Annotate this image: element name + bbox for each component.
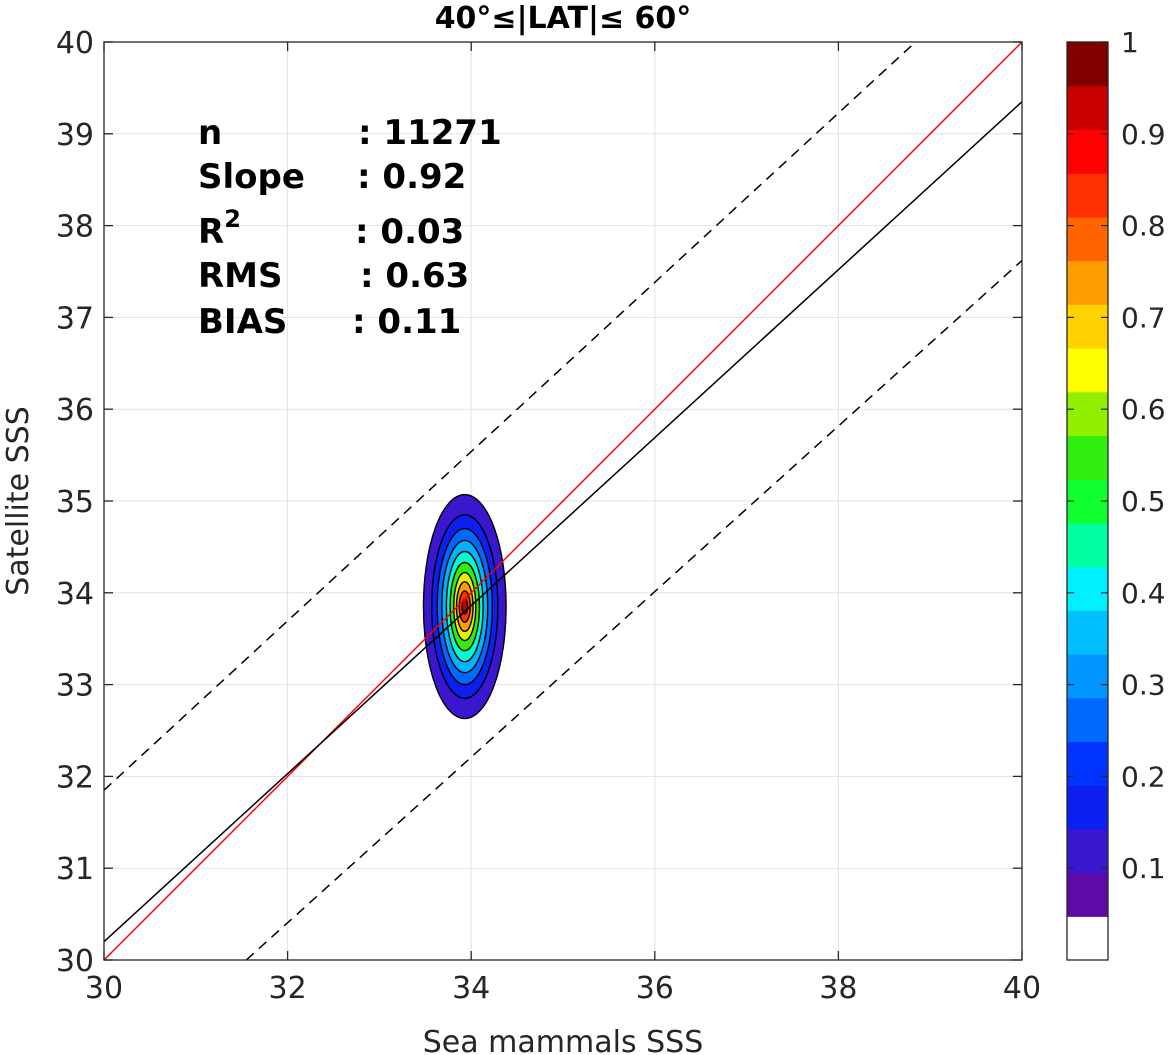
stat-slope-label: Slope: [198, 157, 305, 197]
colorbar: 0.1 0.2 0.3 0.4 0.5 0.6 0.7 0.8 0.9 1: [1066, 26, 1166, 961]
y-axis-label: Satellite SSS: [1, 406, 36, 596]
y-tick-label-1: 31: [56, 852, 94, 887]
colorbar-band-0: [1067, 916, 1108, 961]
x-tick-label-0: 30: [85, 971, 123, 1006]
colorbar-label-3: 0.4: [1121, 577, 1166, 610]
colorbar-band-19: [1067, 85, 1108, 131]
colorbar-band-11: [1067, 435, 1108, 480]
colorbar-tick-labels: 0.1 0.2 0.3 0.4 0.5 0.6 0.7 0.8 0.9 1: [1121, 26, 1166, 885]
colorbar-band-1: [1067, 872, 1108, 917]
x-tick-label-1: 32: [269, 971, 307, 1006]
colorbar-label-2: 0.3: [1121, 669, 1166, 702]
stat-bias-value: : 0.11: [352, 302, 461, 342]
colorbar-band-2: [1067, 828, 1108, 874]
y-tick-label-6: 36: [56, 393, 94, 428]
x-tick-label-4: 38: [819, 971, 857, 1006]
y-tick-label-3: 33: [56, 669, 94, 704]
stats-annotation: n : 11271 Slope : 0.92 R2 : 0.03 RMS : 0…: [198, 113, 502, 342]
y-tick-label-2: 32: [56, 760, 94, 795]
y-tick-label-8: 38: [56, 210, 94, 245]
line-regression: [103, 101, 1023, 943]
colorbar-ticks: [1067, 41, 1108, 869]
plot-area: [103, 41, 1023, 961]
x-tick-label-5: 40: [1003, 971, 1041, 1006]
colorbar-band-20: [1067, 42, 1108, 87]
stat-slope-value: : 0.92: [357, 157, 466, 197]
stat-bias-label: BIAS: [198, 302, 287, 342]
x-tick-label-3: 36: [636, 971, 674, 1006]
colorbar-label-8: 0.9: [1121, 118, 1166, 151]
colorbar-label-7: 0.8: [1121, 210, 1166, 243]
stat-n-label: n: [198, 113, 222, 153]
colorbar-band-16: [1067, 216, 1108, 262]
colorbar-band-3: [1067, 785, 1108, 830]
stat-r2-base: R: [198, 212, 224, 252]
chart-title: 40°≤|LAT|≤ 60°: [435, 1, 692, 36]
colorbar-band-9: [1067, 522, 1108, 568]
colorbar-band-6: [1067, 654, 1108, 699]
stat-n-value: : 11271: [358, 113, 502, 153]
colorbar-band-13: [1067, 348, 1108, 393]
x-axis-label: Sea mammals SSS: [423, 1025, 704, 1055]
y-tick-label-0: 30: [56, 944, 94, 979]
y-tick-label-5: 35: [56, 485, 94, 520]
colorbar-band-5: [1067, 697, 1108, 743]
colorbar-band-18: [1067, 129, 1108, 174]
y-tick-label-4: 34: [56, 577, 94, 612]
colorbar-label-5: 0.6: [1121, 393, 1166, 426]
stat-rms-value: : 0.63: [360, 256, 469, 296]
stat-r2-sup: 2: [224, 205, 241, 233]
stat-r2-value: : 0.03: [355, 212, 464, 252]
x-tick-label-2: 34: [452, 971, 490, 1006]
density-contours: [422, 493, 507, 720]
y-tick-label-10: 40: [56, 26, 94, 61]
reference-lines: [103, 41, 1023, 961]
colorbar-band-17: [1067, 173, 1108, 218]
line-upper-bound: [103, 41, 917, 791]
colorbar-band-8: [1067, 566, 1108, 611]
stat-r2-label: R2: [198, 205, 241, 252]
colorbar-label-0: 0.1: [1121, 852, 1166, 885]
colorbar-band-14: [1067, 304, 1108, 349]
line-one-to-one: [103, 41, 1023, 961]
colorbar-band-15: [1067, 260, 1108, 305]
colorbar-band-4: [1067, 741, 1108, 786]
colorbar-band-12: [1067, 391, 1108, 437]
stat-rms-label: RMS: [198, 256, 283, 296]
colorbar-label-1: 0.2: [1121, 760, 1166, 793]
colorbar-label-4: 0.5: [1121, 485, 1166, 518]
y-tick-label-7: 37: [56, 301, 94, 336]
x-axis-tick-labels: 30 32 34 36 38 40: [85, 971, 1041, 1006]
axis-ticks: [103, 41, 1023, 961]
line-lower-bound: [245, 259, 1023, 961]
colorbar-label-6: 0.7: [1121, 301, 1166, 334]
colorbar-band-7: [1067, 610, 1108, 655]
colorbar-label-9: 1: [1121, 26, 1139, 59]
y-axis-tick-labels: 30 31 32 33 34 35 36 37 38 39 40: [56, 26, 94, 979]
y-tick-label-9: 39: [56, 118, 94, 153]
